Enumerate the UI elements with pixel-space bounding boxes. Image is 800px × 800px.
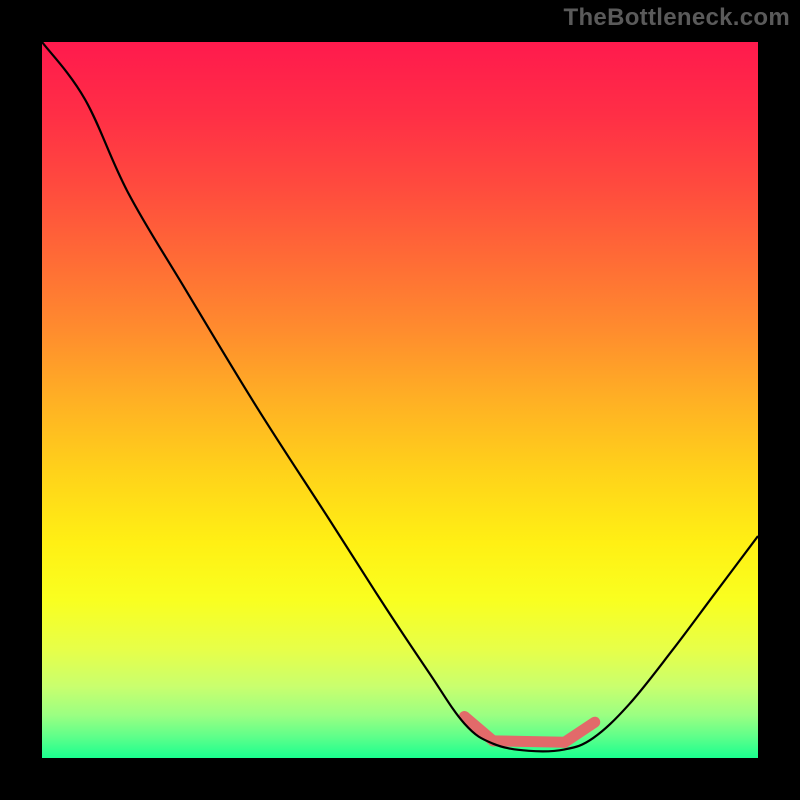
plot-frame xyxy=(0,758,800,800)
watermark-text: TheBottleneck.com xyxy=(564,4,790,32)
plot-background-gradient xyxy=(42,42,758,758)
plot-frame xyxy=(758,0,800,800)
bottleneck-curve-chart xyxy=(0,0,800,800)
plot-frame xyxy=(0,0,42,800)
